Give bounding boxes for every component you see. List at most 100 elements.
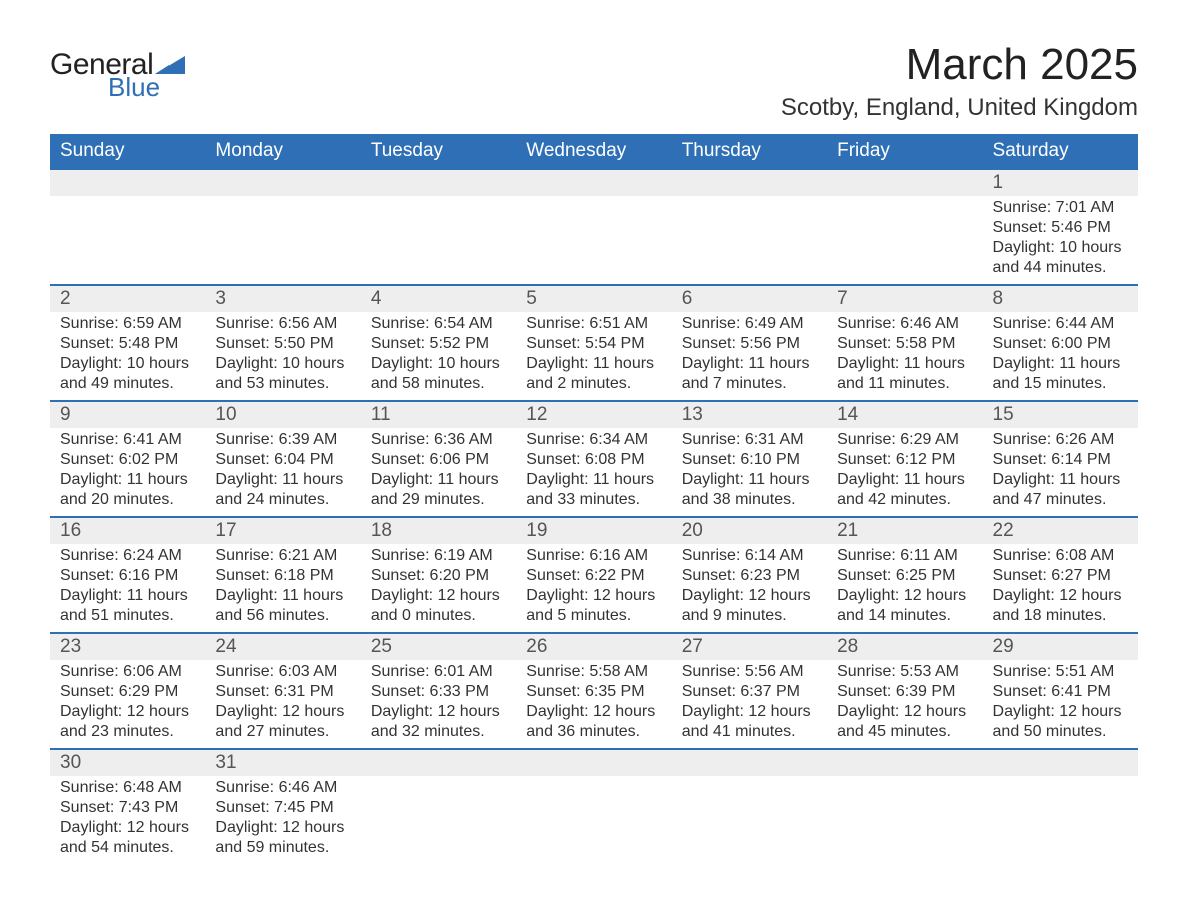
day-number: 23 [50, 634, 205, 660]
day-cell: 14Sunrise: 6:29 AMSunset: 6:12 PMDayligh… [827, 401, 982, 517]
day-number [361, 170, 516, 196]
daylight-text: Daylight: 11 hours and 7 minutes. [682, 354, 817, 394]
day-cell [672, 169, 827, 285]
day-number: 11 [361, 402, 516, 428]
daylight-text: Daylight: 12 hours and 9 minutes. [682, 586, 817, 626]
sunset-text: Sunset: 6:27 PM [993, 566, 1128, 586]
sunrise-text: Sunrise: 6:19 AM [371, 546, 506, 566]
day-data: Sunrise: 6:46 AMSunset: 5:58 PMDaylight:… [827, 312, 982, 400]
sunset-text: Sunset: 6:29 PM [60, 682, 195, 702]
day-data [516, 776, 671, 804]
week-row: 30Sunrise: 6:48 AMSunset: 7:43 PMDayligh… [50, 749, 1138, 864]
sunrise-text: Sunrise: 6:59 AM [60, 314, 195, 334]
day-cell: 28Sunrise: 5:53 AMSunset: 6:39 PMDayligh… [827, 633, 982, 749]
day-cell [361, 169, 516, 285]
sunset-text: Sunset: 6:41 PM [993, 682, 1128, 702]
daylight-text: Daylight: 12 hours and 14 minutes. [837, 586, 972, 626]
day-number [50, 170, 205, 196]
sunset-text: Sunset: 6:18 PM [215, 566, 350, 586]
daylight-text: Daylight: 11 hours and 42 minutes. [837, 470, 972, 510]
week-row: 9Sunrise: 6:41 AMSunset: 6:02 PMDaylight… [50, 401, 1138, 517]
sunset-text: Sunset: 6:16 PM [60, 566, 195, 586]
day-data: Sunrise: 5:53 AMSunset: 6:39 PMDaylight:… [827, 660, 982, 748]
day-header: Wednesday [516, 134, 671, 169]
day-cell: 6Sunrise: 6:49 AMSunset: 5:56 PMDaylight… [672, 285, 827, 401]
sunset-text: Sunset: 5:56 PM [682, 334, 817, 354]
daylight-text: Daylight: 11 hours and 47 minutes. [993, 470, 1128, 510]
day-cell: 4Sunrise: 6:54 AMSunset: 5:52 PMDaylight… [361, 285, 516, 401]
day-data: Sunrise: 6:14 AMSunset: 6:23 PMDaylight:… [672, 544, 827, 632]
sunrise-text: Sunrise: 7:01 AM [993, 198, 1128, 218]
day-data: Sunrise: 6:49 AMSunset: 5:56 PMDaylight:… [672, 312, 827, 400]
day-data: Sunrise: 6:46 AMSunset: 7:45 PMDaylight:… [205, 776, 360, 864]
sunrise-text: Sunrise: 6:44 AM [993, 314, 1128, 334]
sunset-text: Sunset: 5:46 PM [993, 218, 1128, 238]
day-number: 27 [672, 634, 827, 660]
sunrise-text: Sunrise: 6:51 AM [526, 314, 661, 334]
sunrise-text: Sunrise: 6:16 AM [526, 546, 661, 566]
day-data: Sunrise: 6:48 AMSunset: 7:43 PMDaylight:… [50, 776, 205, 864]
daylight-text: Daylight: 12 hours and 5 minutes. [526, 586, 661, 626]
day-cell: 7Sunrise: 6:46 AMSunset: 5:58 PMDaylight… [827, 285, 982, 401]
day-data: Sunrise: 6:26 AMSunset: 6:14 PMDaylight:… [983, 428, 1138, 516]
sunset-text: Sunset: 6:12 PM [837, 450, 972, 470]
day-number: 24 [205, 634, 360, 660]
daylight-text: Daylight: 12 hours and 54 minutes. [60, 818, 195, 858]
day-cell: 24Sunrise: 6:03 AMSunset: 6:31 PMDayligh… [205, 633, 360, 749]
sunrise-text: Sunrise: 5:53 AM [837, 662, 972, 682]
day-number: 26 [516, 634, 671, 660]
sunrise-text: Sunrise: 6:46 AM [215, 778, 350, 798]
day-data: Sunrise: 7:01 AMSunset: 5:46 PMDaylight:… [983, 196, 1138, 284]
day-cell: 16Sunrise: 6:24 AMSunset: 6:16 PMDayligh… [50, 517, 205, 633]
daylight-text: Daylight: 12 hours and 18 minutes. [993, 586, 1128, 626]
day-cell: 31Sunrise: 6:46 AMSunset: 7:45 PMDayligh… [205, 749, 360, 864]
day-header: Thursday [672, 134, 827, 169]
sunrise-text: Sunrise: 6:24 AM [60, 546, 195, 566]
daylight-text: Daylight: 11 hours and 56 minutes. [215, 586, 350, 626]
day-cell [50, 169, 205, 285]
sunrise-text: Sunrise: 6:08 AM [993, 546, 1128, 566]
daylight-text: Daylight: 12 hours and 27 minutes. [215, 702, 350, 742]
daylight-text: Daylight: 11 hours and 29 minutes. [371, 470, 506, 510]
day-cell: 29Sunrise: 5:51 AMSunset: 6:41 PMDayligh… [983, 633, 1138, 749]
day-cell: 11Sunrise: 6:36 AMSunset: 6:06 PMDayligh… [361, 401, 516, 517]
day-cell: 15Sunrise: 6:26 AMSunset: 6:14 PMDayligh… [983, 401, 1138, 517]
sunrise-text: Sunrise: 5:58 AM [526, 662, 661, 682]
day-cell: 2Sunrise: 6:59 AMSunset: 5:48 PMDaylight… [50, 285, 205, 401]
sunrise-text: Sunrise: 6:46 AM [837, 314, 972, 334]
daylight-text: Daylight: 11 hours and 15 minutes. [993, 354, 1128, 394]
day-header: Sunday [50, 134, 205, 169]
sunrise-text: Sunrise: 6:14 AM [682, 546, 817, 566]
sunset-text: Sunset: 6:33 PM [371, 682, 506, 702]
calendar-head: SundayMondayTuesdayWednesdayThursdayFrid… [50, 134, 1138, 169]
day-data: Sunrise: 6:56 AMSunset: 5:50 PMDaylight:… [205, 312, 360, 400]
sunrise-text: Sunrise: 6:11 AM [837, 546, 972, 566]
daylight-text: Daylight: 11 hours and 33 minutes. [526, 470, 661, 510]
day-data: Sunrise: 6:51 AMSunset: 5:54 PMDaylight:… [516, 312, 671, 400]
day-data: Sunrise: 6:01 AMSunset: 6:33 PMDaylight:… [361, 660, 516, 748]
day-data: Sunrise: 6:19 AMSunset: 6:20 PMDaylight:… [361, 544, 516, 632]
daylight-text: Daylight: 12 hours and 41 minutes. [682, 702, 817, 742]
day-number: 18 [361, 518, 516, 544]
day-number: 13 [672, 402, 827, 428]
day-cell: 5Sunrise: 6:51 AMSunset: 5:54 PMDaylight… [516, 285, 671, 401]
daylight-text: Daylight: 12 hours and 32 minutes. [371, 702, 506, 742]
day-data [361, 196, 516, 224]
logo: General Blue [50, 40, 185, 100]
day-data [205, 196, 360, 224]
location-text: Scotby, England, United Kingdom [781, 94, 1138, 122]
sunrise-text: Sunrise: 6:39 AM [215, 430, 350, 450]
sunset-text: Sunset: 6:20 PM [371, 566, 506, 586]
week-row: 2Sunrise: 6:59 AMSunset: 5:48 PMDaylight… [50, 285, 1138, 401]
day-cell: 22Sunrise: 6:08 AMSunset: 6:27 PMDayligh… [983, 517, 1138, 633]
day-data: Sunrise: 6:29 AMSunset: 6:12 PMDaylight:… [827, 428, 982, 516]
day-cell [361, 749, 516, 864]
sunset-text: Sunset: 6:10 PM [682, 450, 817, 470]
day-data: Sunrise: 6:08 AMSunset: 6:27 PMDaylight:… [983, 544, 1138, 632]
daylight-text: Daylight: 10 hours and 58 minutes. [371, 354, 506, 394]
day-number: 25 [361, 634, 516, 660]
sunrise-text: Sunrise: 6:29 AM [837, 430, 972, 450]
day-number: 3 [205, 286, 360, 312]
daylight-text: Daylight: 10 hours and 53 minutes. [215, 354, 350, 394]
sunrise-text: Sunrise: 6:21 AM [215, 546, 350, 566]
